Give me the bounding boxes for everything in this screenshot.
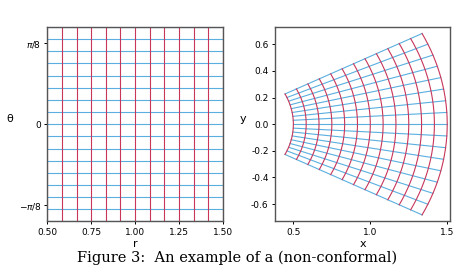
Y-axis label: y: y [239, 114, 246, 124]
X-axis label: x: x [359, 239, 366, 249]
X-axis label: r: r [133, 239, 137, 249]
Y-axis label: θ: θ [7, 114, 14, 124]
Text: Figure 3:  An example of a (non-conformal): Figure 3: An example of a (non-conformal… [77, 250, 397, 265]
